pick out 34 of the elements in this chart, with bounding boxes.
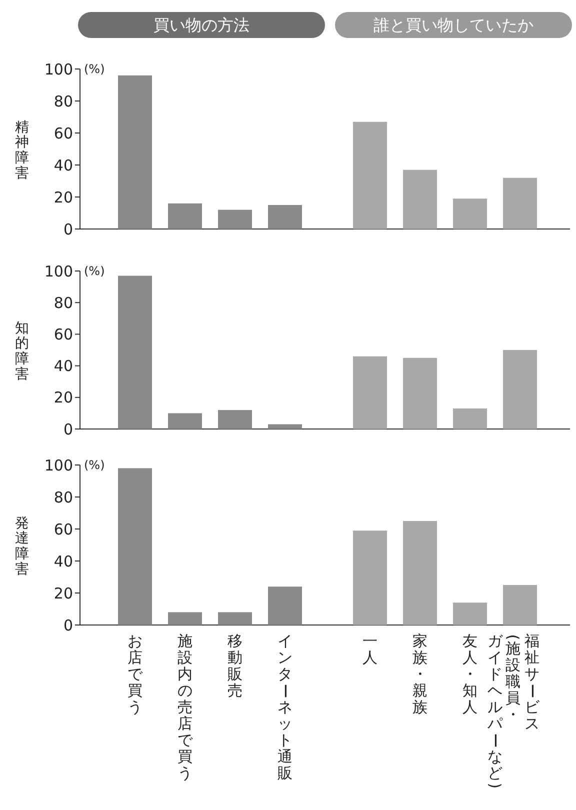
y-tick-label: 0	[63, 420, 73, 438]
x-tick-label: 友人・知人	[462, 632, 479, 716]
y-tick-label: 40	[54, 156, 73, 174]
y-tick-label: 40	[54, 357, 73, 376]
x-tick-label: 移動販売	[228, 632, 244, 700]
y-tick-label: 60	[54, 124, 73, 142]
y-tick-label: 20	[54, 584, 73, 602]
y-tick-label: 100	[44, 262, 73, 280]
text: 誰と買い物していたか	[374, 16, 534, 35]
x-tick-label: 家族・親族	[412, 632, 429, 716]
y-tick-label: 20	[54, 388, 73, 407]
y-tick-label: 0	[63, 616, 73, 634]
y-tick-label: 80	[54, 294, 73, 312]
annotation: (%)	[84, 62, 105, 76]
y-axis-title: 精神障害	[15, 119, 30, 182]
x-tick-label: お店で買う	[128, 632, 144, 716]
annotation: (%)	[84, 458, 105, 472]
y-axis-title: 発達障害	[15, 515, 30, 578]
x-tick-label: 施設内の売店で買う	[178, 632, 194, 782]
y-tick-label: 40	[54, 552, 73, 570]
y-tick-label: 80	[54, 488, 73, 506]
y-tick-label: 60	[54, 520, 73, 538]
y-tick-label: 100	[44, 60, 73, 78]
text: 買い物の方法	[154, 16, 250, 35]
x-tick-label: インターネット通販	[276, 632, 294, 782]
annotation: (%)	[84, 264, 105, 278]
x-tick-label: 福祉サービス(施設職員・ガイドヘルパーなど)	[486, 632, 541, 790]
y-tick-label: 80	[54, 92, 73, 110]
x-tick-label: 一人	[362, 632, 379, 667]
y-tick-label: 100	[44, 456, 73, 474]
y-tick-label: 0	[63, 220, 73, 238]
y-axis-title: 知的障害	[15, 320, 30, 383]
y-tick-label: 20	[54, 188, 73, 206]
y-tick-label: 60	[54, 325, 73, 344]
